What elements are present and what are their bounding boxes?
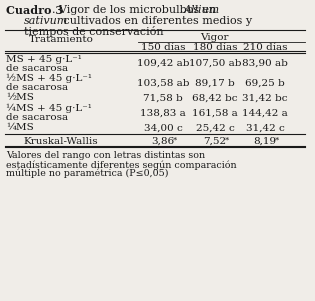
Text: ½MS: ½MS: [6, 94, 34, 103]
Text: *: *: [275, 136, 279, 144]
Text: 180 días: 180 días: [193, 44, 237, 52]
Text: 89,17 b: 89,17 b: [195, 78, 235, 87]
Text: 31,42 c: 31,42 c: [246, 123, 284, 132]
Text: Cuadro 3: Cuadro 3: [6, 5, 63, 16]
Text: 150 días: 150 días: [141, 44, 185, 52]
Text: Allium: Allium: [184, 5, 220, 15]
Text: 8,19: 8,19: [254, 136, 277, 145]
Text: 161,58 a: 161,58 a: [192, 108, 238, 117]
Text: *: *: [225, 136, 229, 144]
Text: 34,00 c: 34,00 c: [144, 123, 182, 132]
Text: de sacarosa: de sacarosa: [6, 83, 68, 92]
Text: de sacarosa: de sacarosa: [6, 113, 68, 123]
Text: 71,58 b: 71,58 b: [143, 94, 183, 103]
Text: MS + 45 g·L⁻¹: MS + 45 g·L⁻¹: [6, 54, 82, 64]
Text: Vigor: Vigor: [200, 33, 228, 42]
Text: 69,25 b: 69,25 b: [245, 78, 285, 87]
Text: 31,42 bc: 31,42 bc: [242, 94, 288, 103]
Text: Tratamiento: Tratamiento: [29, 35, 94, 44]
Text: sativum: sativum: [24, 15, 68, 26]
Text: 25,42 c: 25,42 c: [196, 123, 234, 132]
Text: Kruskal-Wallis: Kruskal-Wallis: [24, 136, 98, 145]
Text: 210 días: 210 días: [243, 44, 287, 52]
Text: ¼MS + 45 g·L⁻¹: ¼MS + 45 g·L⁻¹: [6, 104, 92, 113]
Text: múltiple no paramétrica (P≤0,05): múltiple no paramétrica (P≤0,05): [6, 169, 169, 178]
Text: cultivados en diferentes medios y: cultivados en diferentes medios y: [60, 15, 252, 26]
Text: 68,42 bc: 68,42 bc: [192, 94, 238, 103]
Text: 107,50 ab: 107,50 ab: [189, 59, 241, 68]
Text: 3,86: 3,86: [152, 136, 175, 145]
Text: 103,58 ab: 103,58 ab: [137, 78, 189, 87]
Text: 144,42 a: 144,42 a: [242, 108, 288, 117]
Text: Valores del rango con letras distintas son: Valores del rango con letras distintas s…: [6, 151, 205, 160]
Text: de sacarosa: de sacarosa: [6, 64, 68, 73]
Text: tiempos de conservación: tiempos de conservación: [24, 26, 163, 37]
Text: ¼MS: ¼MS: [6, 123, 34, 132]
Text: 7,52: 7,52: [203, 136, 226, 145]
Text: estadísticamente diferentes según comparación: estadísticamente diferentes según compar…: [6, 160, 237, 169]
Text: 138,83 a: 138,83 a: [140, 108, 186, 117]
Text: 109,42 ab: 109,42 ab: [137, 59, 189, 68]
Text: . Vigor de los microbulbos en: . Vigor de los microbulbos en: [52, 5, 220, 15]
Text: *: *: [173, 136, 177, 144]
Text: 83,90 ab: 83,90 ab: [242, 59, 288, 68]
Text: ½MS + 45 g·L⁻¹: ½MS + 45 g·L⁻¹: [6, 74, 92, 83]
